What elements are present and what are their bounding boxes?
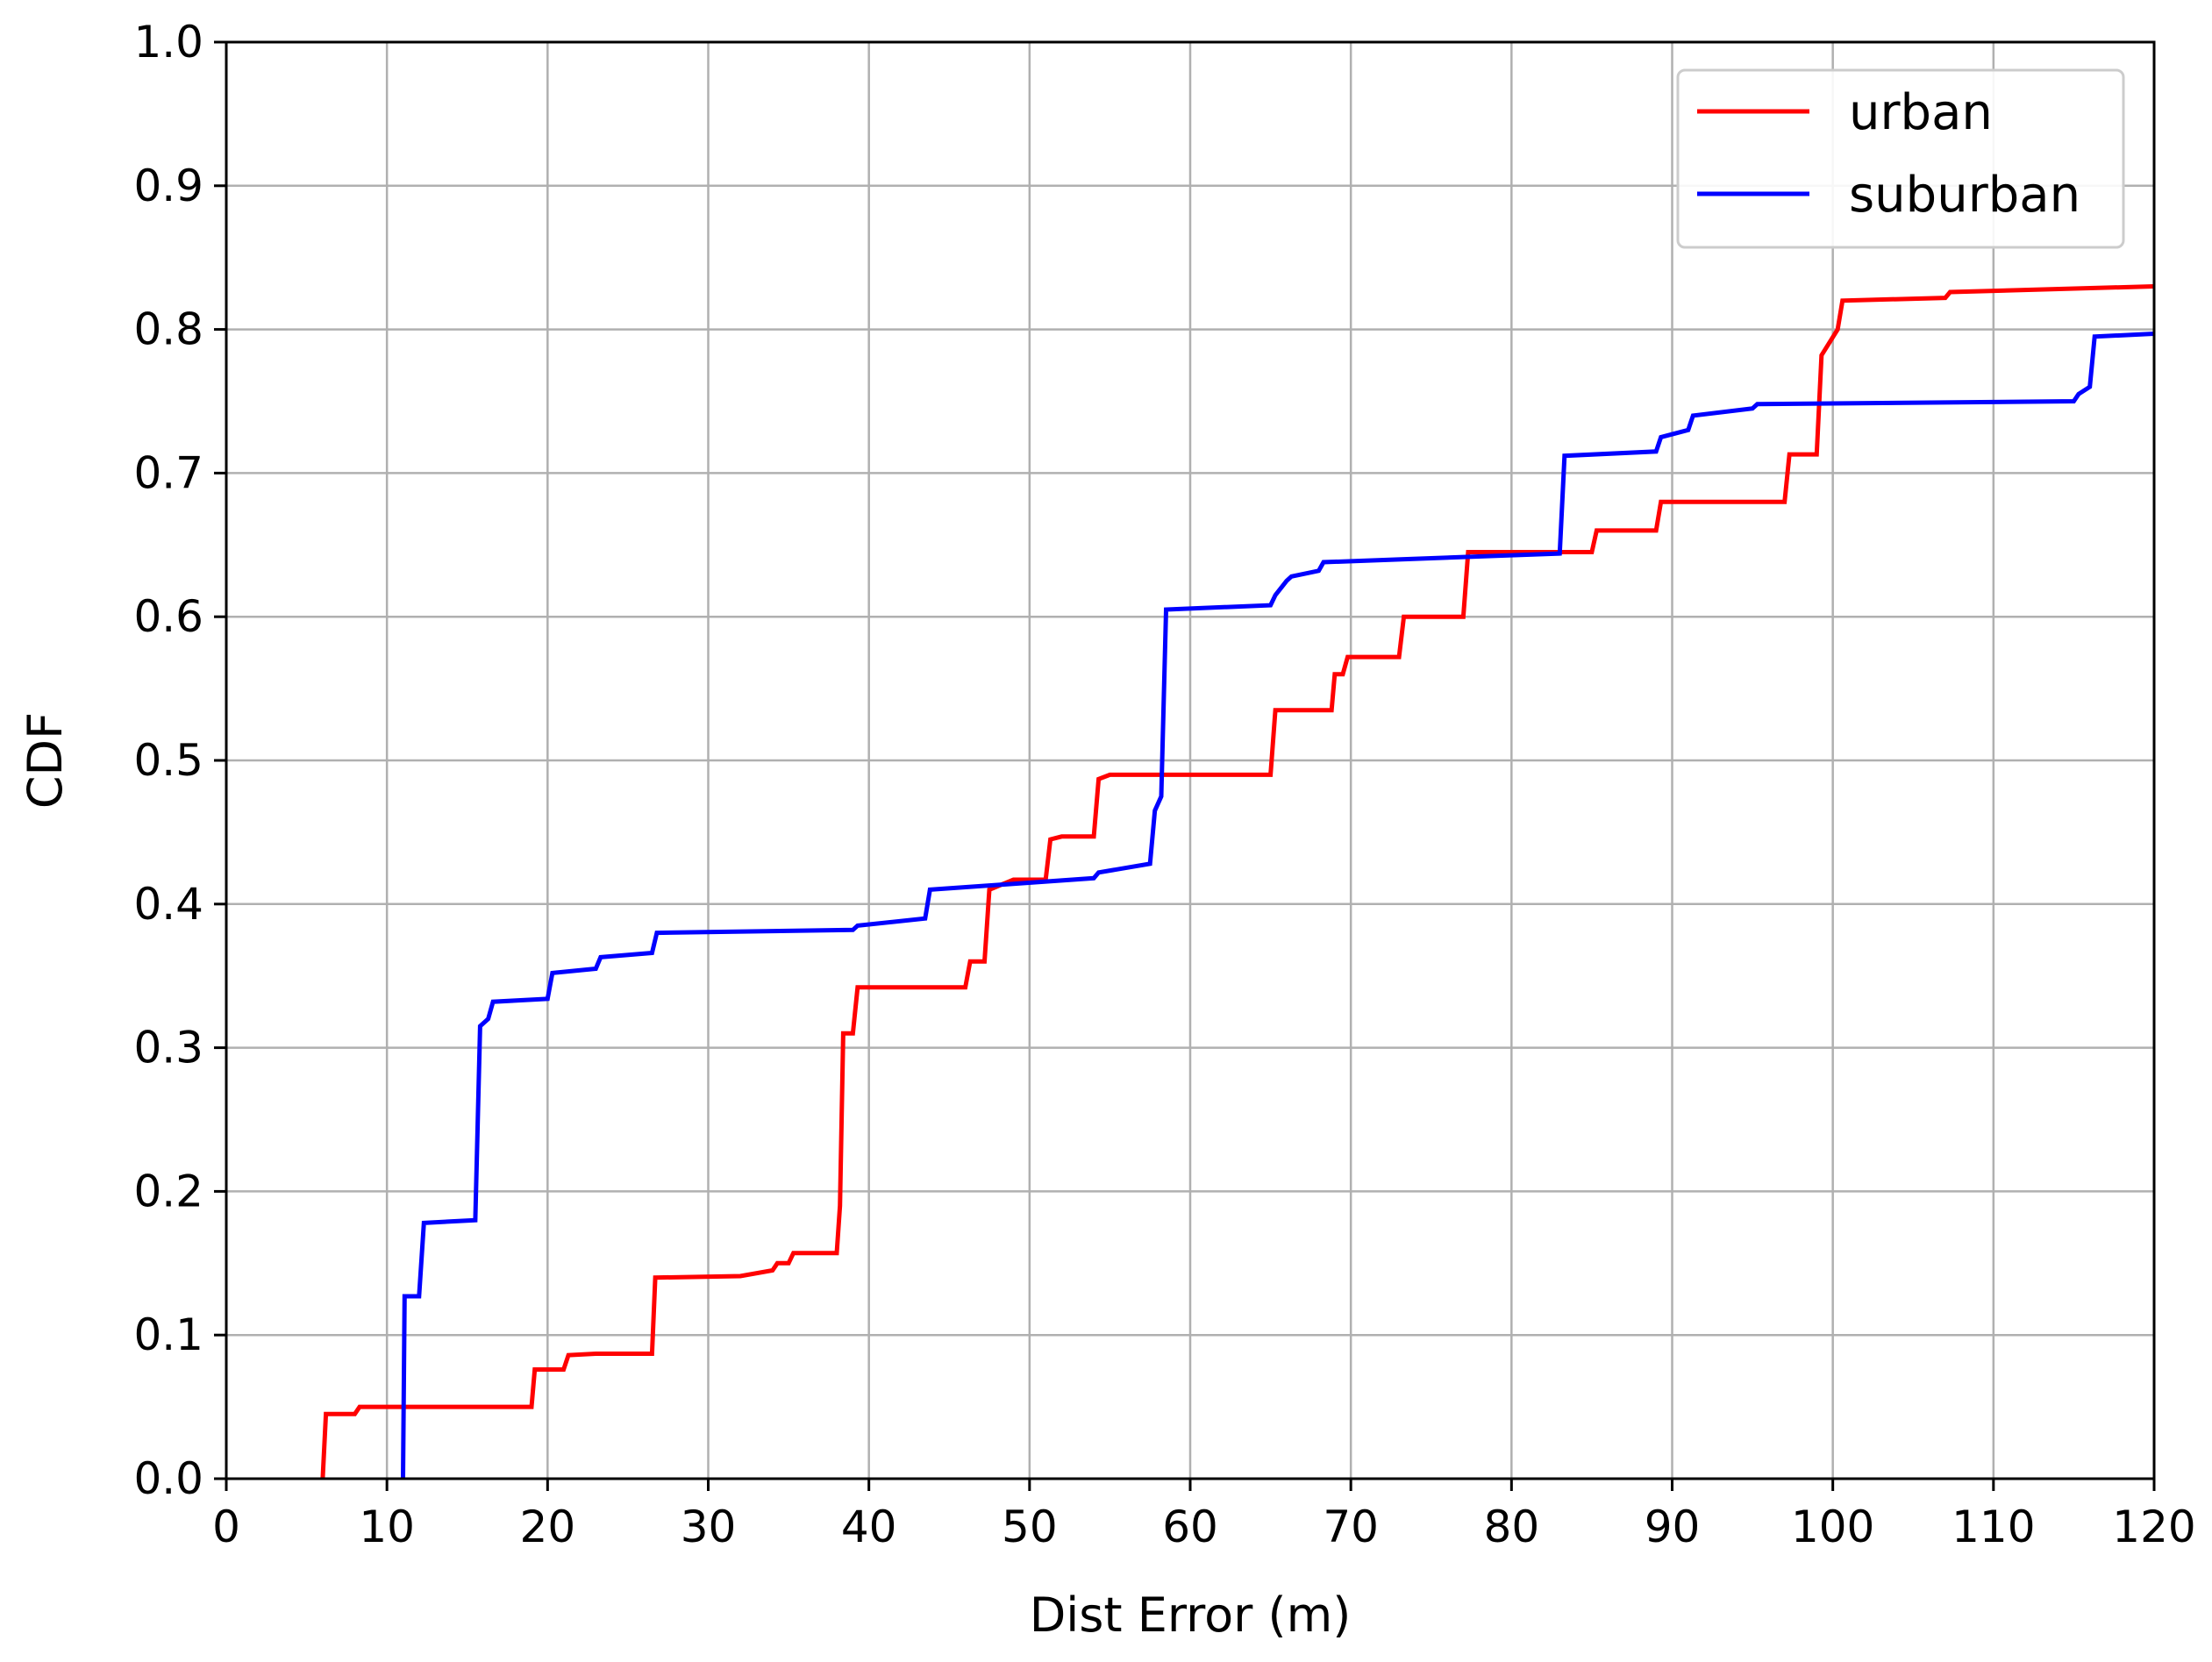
- x-tick-label: 120: [2112, 1502, 2195, 1552]
- axis-ticks: 0 10 20 30 40 50 60 70 80 90 100 110 120 0.0 0.1 0.2 0.3…: [133, 17, 2195, 1552]
- legend-label: urban: [1849, 84, 1993, 141]
- x-tick-label: 80: [1484, 1502, 1540, 1552]
- y-tick-label: 0.7: [133, 447, 203, 498]
- x-tick-label: 20: [520, 1502, 576, 1552]
- y-tick-label: 0.5: [133, 735, 203, 786]
- series-line-urban: [320, 284, 2155, 1480]
- x-tick-label: 90: [1645, 1502, 1701, 1552]
- legend-box: [1676, 68, 2125, 249]
- y-tick-label: 0.4: [133, 879, 203, 930]
- legend: urban suburban: [1676, 68, 2125, 249]
- y-tick-label: 1.0: [133, 17, 203, 68]
- x-tick-label: 110: [1952, 1502, 2035, 1552]
- y-tick-label: 0.6: [133, 591, 203, 642]
- x-tick-label: 70: [1323, 1502, 1379, 1552]
- x-tick-label: 40: [841, 1502, 897, 1552]
- grid: [225, 40, 2156, 1480]
- y-axis-label: CDF: [18, 712, 73, 809]
- series-line-suburban: [401, 332, 2155, 1480]
- y-tick-label: 0.9: [133, 160, 203, 211]
- y-tick-label: 0.8: [133, 304, 203, 355]
- y-tick-label: 0.1: [133, 1309, 203, 1360]
- y-tick-label: 0.0: [133, 1453, 203, 1504]
- x-axis-label: Dist Error (m): [1030, 1587, 1352, 1643]
- x-tick-label: 10: [359, 1502, 415, 1552]
- x-tick-label: 60: [1162, 1502, 1218, 1552]
- legend-label: suburban: [1849, 167, 2080, 224]
- x-tick-label: 100: [1791, 1502, 1874, 1552]
- series-lines: [320, 284, 2155, 1480]
- x-tick-label: 50: [1002, 1502, 1058, 1552]
- y-tick-label: 0.2: [133, 1166, 203, 1216]
- x-tick-label: 0: [212, 1502, 240, 1552]
- x-tick-label: 30: [681, 1502, 737, 1552]
- y-tick-label: 0.3: [133, 1023, 203, 1074]
